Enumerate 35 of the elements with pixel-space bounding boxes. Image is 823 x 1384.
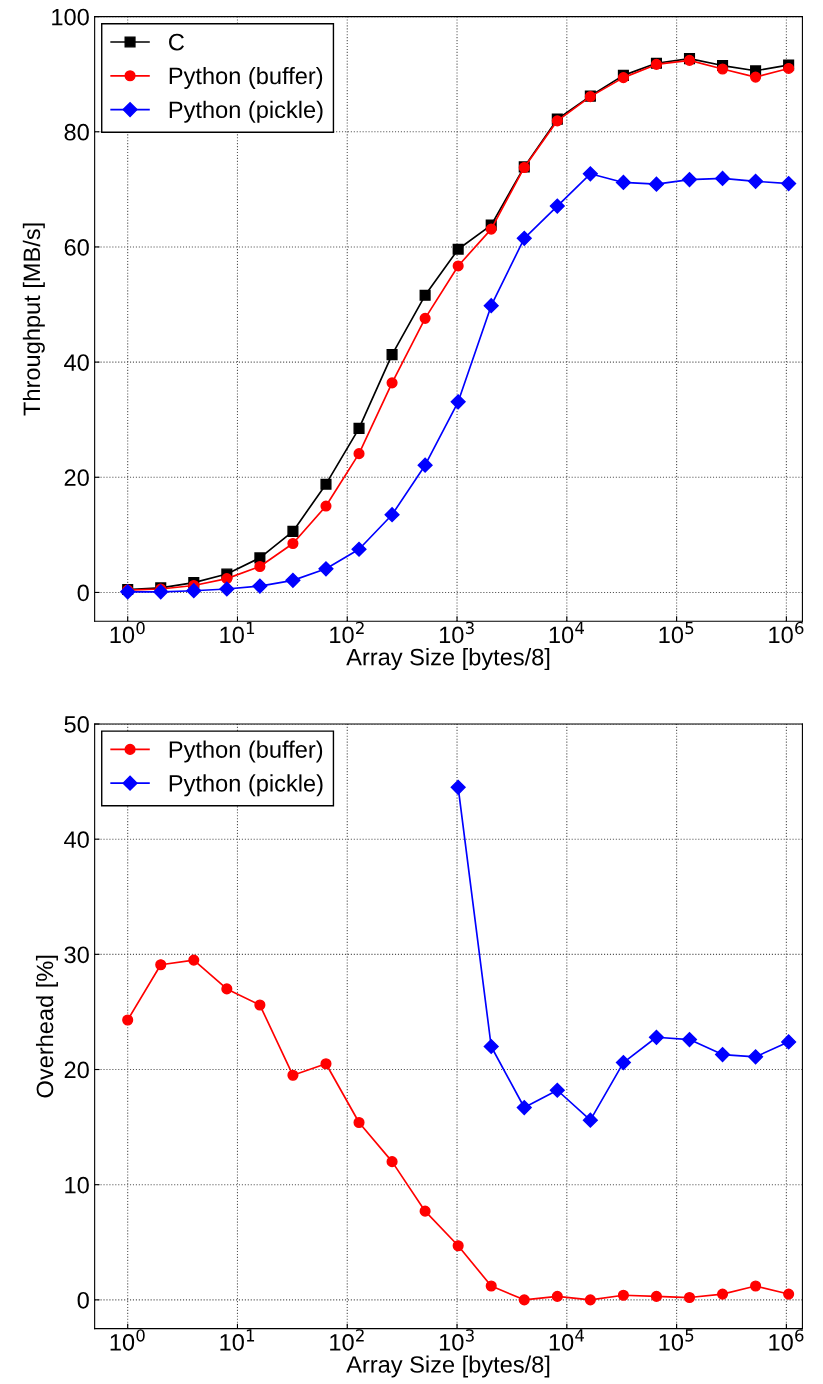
x-tick-label: 10$^{0}$ [110, 621, 145, 644]
x-axis-title: Array Size [bytes/8] [346, 1355, 550, 1378]
legend-label: Python (pickle) [169, 100, 323, 123]
y-tick-label: 40 [64, 831, 89, 848]
x-tick-label: 10$^{3}$ [439, 1329, 474, 1351]
y-tick-label: 50 [64, 716, 89, 733]
x-tick-label: 10$^{2}$ [330, 621, 364, 644]
legend-label: Python (pickle) [169, 774, 323, 797]
y-tick-label: 80 [64, 123, 89, 141]
y-tick-label: 20 [64, 469, 89, 487]
x-tick-label: 10$^{1}$ [220, 1329, 255, 1351]
legend-label: C [169, 33, 184, 51]
legend-label: Python (buffer) [169, 740, 323, 763]
y-tick-label: 60 [64, 239, 89, 256]
x-tick-label: 10$^{4}$ [549, 1329, 585, 1351]
y-axis-title: Throughput [MB/s] [22, 223, 45, 416]
legend-label: Python (buffer) [169, 66, 323, 89]
y-tick-label: 0 [77, 1291, 89, 1309]
y-axis-title: Overhead [%] [35, 955, 58, 1098]
x-tick-label: 10$^{5}$ [659, 1329, 694, 1351]
y-tick-label: 10 [65, 1176, 89, 1194]
x-tick-label: 10$^{4}$ [549, 621, 585, 644]
y-tick-label: 20 [64, 1061, 89, 1079]
x-tick-label: 10$^{2}$ [330, 1329, 364, 1351]
x-tick-label: 10$^{6}$ [769, 621, 804, 644]
x-tick-label: 10$^{0}$ [110, 1329, 145, 1351]
y-tick-label: 100 [52, 8, 89, 26]
y-tick-label: 40 [64, 354, 89, 371]
y-tick-label: 0 [77, 584, 89, 602]
x-axis-title: Array Size [bytes/8] [346, 648, 550, 671]
x-tick-label: 10$^{5}$ [659, 621, 694, 644]
x-tick-label: 10$^{1}$ [220, 621, 255, 644]
x-tick-label: 10$^{6}$ [769, 1329, 804, 1351]
x-tick-label: 10$^{3}$ [439, 621, 474, 644]
y-tick-label: 30 [64, 946, 89, 964]
